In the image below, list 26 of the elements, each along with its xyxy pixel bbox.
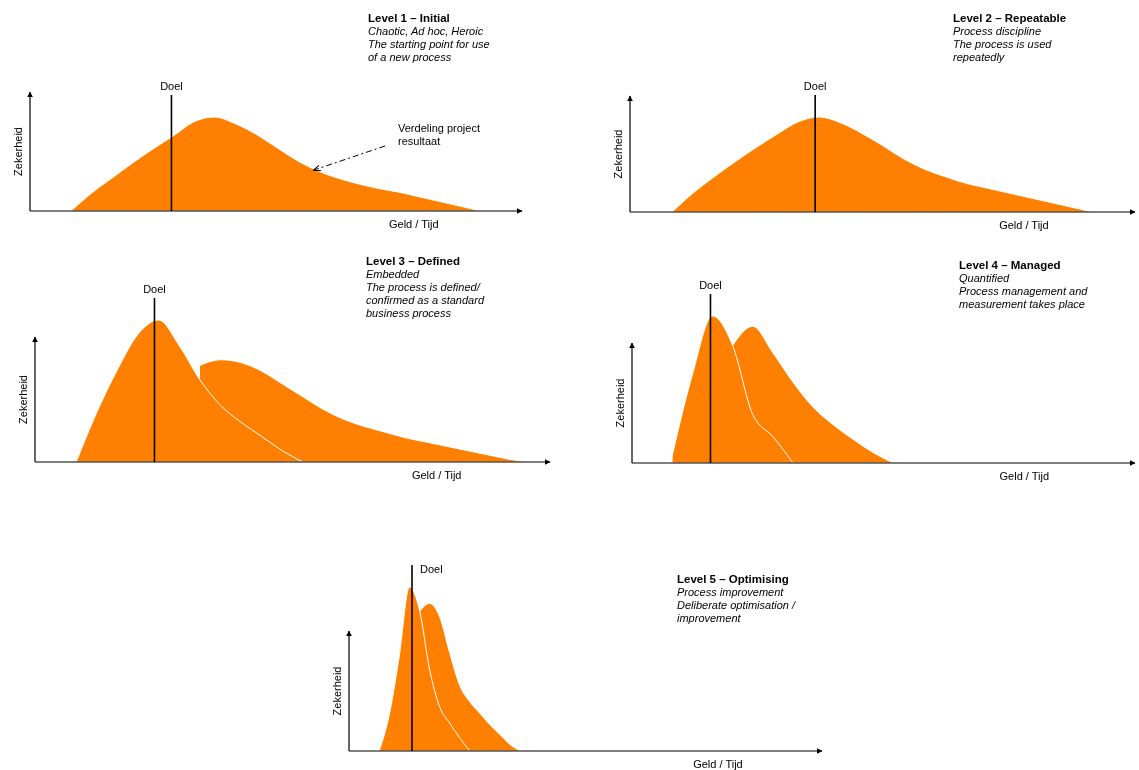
x-axis-title: Geld / Tijd xyxy=(411,469,462,481)
x-axis-title: Geld / Tijd xyxy=(999,219,1049,231)
y-axis-title: Zekerheid xyxy=(614,378,626,428)
chart-title: Level 5 – Optimising xyxy=(677,573,789,585)
chart-subtitle: Chaotic, Ad hoc, Heroic The starting point for use of a new process xyxy=(368,25,490,63)
x-axis-title: Geld / Tijd xyxy=(693,758,743,770)
chart-title: Level 1 – Initial xyxy=(368,12,450,24)
x-axis-title: Geld / Tijd xyxy=(388,218,439,230)
text: Doel xyxy=(420,563,443,575)
text: Doel xyxy=(160,80,183,92)
text: Doel xyxy=(699,279,722,291)
y-axis-title: Zekerheid xyxy=(12,127,24,176)
chart-subtitle: Quantified Process management and measurement takes place xyxy=(959,272,1089,310)
y-axis-title: Zekerheid xyxy=(612,129,624,179)
y-axis-title: Zekerheid xyxy=(17,375,29,424)
annotation: Verdeling project resultaat xyxy=(398,122,480,147)
y-axis-title: Zekerheid xyxy=(331,666,343,716)
chart-title: Level 4 – Managed xyxy=(959,259,1061,271)
chart-title: Level 2 – Repeatable xyxy=(953,12,1067,24)
x-axis-title: Geld / Tijd xyxy=(999,470,1050,482)
text: Process improvement Deliberate optimisation / improvement xyxy=(677,586,796,624)
chart-title: Level 3 – Defined xyxy=(366,255,460,267)
chart-subtitle: Process discipline The process is used repeatedly xyxy=(953,25,1053,63)
chart-subtitle: Embedded The process is defined/ confirmed as a standard business process xyxy=(366,268,485,319)
text: Doel xyxy=(143,283,166,295)
text: Doel xyxy=(803,80,827,92)
